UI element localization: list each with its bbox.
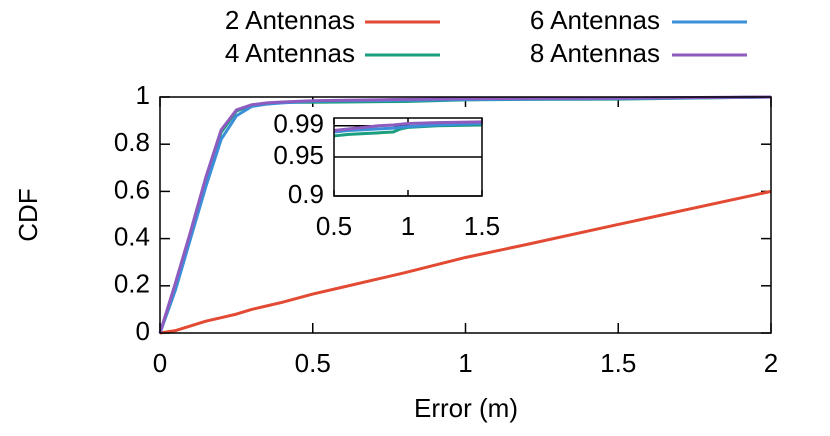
x-tick-label: 1 [401, 211, 415, 241]
y-tick-label: 0.9 [288, 179, 324, 209]
y-tick-label: 0.99 [273, 109, 324, 139]
series-line [158, 95, 772, 334]
y-tick-label: 0 [136, 316, 150, 346]
series-line [159, 189, 772, 335]
y-tick-label: 0.8 [114, 127, 150, 157]
x-tick-label: 1 [458, 348, 472, 378]
y-tick-label: 0.2 [114, 269, 150, 299]
y-tick-label: 0.6 [114, 174, 150, 204]
x-tick-label: 1.5 [600, 348, 636, 378]
x-tick-label: 0.5 [295, 348, 331, 378]
x-axis-label: Error (m) [414, 393, 518, 423]
series-line [333, 120, 483, 132]
legend-label: 6 Antennas [530, 5, 660, 35]
plot-frame [333, 117, 483, 197]
legend-label: 8 Antennas [530, 38, 660, 68]
x-tick-label: 2 [764, 348, 778, 378]
series-line [333, 121, 483, 134]
x-tick-label: 1.5 [464, 211, 500, 241]
y-axis-label: CDF [13, 188, 43, 241]
y-tick-label: 0.4 [114, 221, 150, 251]
x-tick-label: 0.5 [316, 211, 352, 241]
legend-label: 2 Antennas [225, 5, 355, 35]
y-tick-label: 0.95 [273, 140, 324, 170]
plot-frame [159, 96, 772, 334]
y-tick-label: 1 [136, 80, 150, 110]
legend-label: 4 Antennas [225, 38, 355, 68]
x-tick-label: 0 [153, 348, 167, 378]
